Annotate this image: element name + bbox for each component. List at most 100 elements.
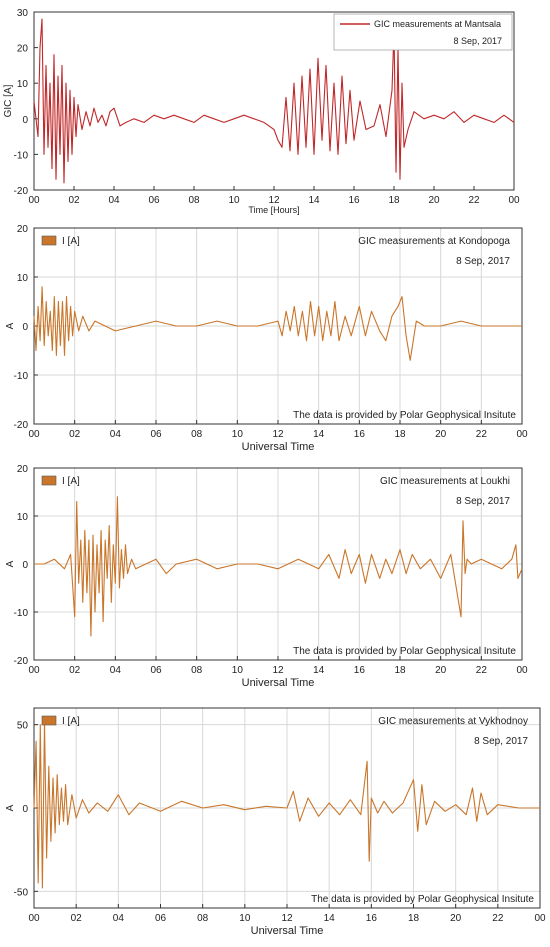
legend-swatch (41, 715, 57, 726)
x-axis-label: Universal Time (251, 925, 324, 937)
x-tick-label: 14 (313, 665, 325, 676)
legend-label: I [A] (62, 236, 80, 247)
x-tick-label: 02 (71, 913, 83, 924)
x-tick-label: 06 (150, 429, 162, 440)
chart-title: GIC measurements at Vykhodnoy (378, 716, 528, 727)
y-tick-label: -10 (14, 150, 29, 161)
y-tick-label: 0 (22, 560, 28, 571)
legend-label: GIC measurements at Mantsala (374, 19, 501, 29)
x-tick-label: 02 (69, 429, 81, 440)
x-tick-label: 04 (110, 429, 122, 440)
y-tick-label: -10 (14, 371, 29, 382)
x-tick-label: 22 (476, 665, 488, 676)
x-tick-label: 08 (191, 665, 203, 676)
series-line (33, 720, 540, 889)
chart-subtitle: 8 Sep, 2017 (474, 736, 528, 747)
x-tick-label: 00 (28, 429, 40, 440)
x-tick-label: 22 (476, 429, 488, 440)
x-tick-label: 20 (428, 195, 440, 206)
y-axis-label: A (5, 322, 16, 329)
x-tick-label: 10 (232, 429, 244, 440)
chart-title: GIC measurements at Loukhi (380, 476, 510, 487)
x-tick-label: 16 (366, 913, 378, 924)
legend: I [A] (41, 475, 80, 487)
x-tick-label: 20 (450, 913, 462, 924)
x-tick-label: 00 (516, 665, 528, 676)
x-tick-label: 14 (308, 195, 320, 206)
x-tick-label: 22 (468, 195, 480, 206)
y-tick-label: 20 (17, 224, 29, 235)
legend: I [A] (41, 715, 80, 727)
legend: GIC measurements at Mantsala 8 Sep, 2017 (333, 13, 513, 51)
data-source-note: The data is provided by Polar Geophysica… (311, 894, 534, 905)
chart-panel-loukhi: 20 10 0 -10 -20 00 02 04 06 08 10 12 14 16 18 20 22 00 Uni… (0, 460, 550, 700)
grid (33, 227, 523, 425)
x-tick-label: 00 (516, 429, 528, 440)
y-tick-label: 50 (17, 721, 29, 732)
legend-label: I [A] (62, 716, 80, 727)
y-tick-label: -10 (14, 608, 29, 619)
x-tick-label: 18 (394, 429, 406, 440)
x-axis-label: Universal Time (242, 677, 315, 689)
x-axis-label: Time [Hours] (248, 205, 299, 215)
y-tick-label: -50 (14, 887, 29, 898)
x-tick-label: 16 (354, 665, 366, 676)
legend-swatch (41, 475, 57, 486)
x-tick-label: 10 (228, 195, 240, 206)
y-tick-label: 10 (17, 79, 29, 90)
y-axis-label: GIC [A] (3, 84, 14, 117)
x-tick-label: 06 (150, 665, 162, 676)
x-tick-label: 04 (108, 195, 120, 206)
chart-subtitle: 8 Sep, 2017 (456, 496, 510, 507)
x-tick-label: 12 (272, 429, 284, 440)
chart-panel-kondopoga: 20 10 0 -10 -20 00 02 04 06 08 10 12 14 16 18 20 22 00 Uni… (0, 220, 550, 460)
legend: I [A] (41, 235, 80, 247)
data-source-note: The data is provided by Polar Geophysica… (293, 646, 516, 657)
series-line (33, 18, 515, 184)
x-tick-label: 08 (188, 195, 200, 206)
x-axis-label: Universal Time (242, 441, 315, 453)
x-tick-label: 18 (408, 913, 420, 924)
x-tick-label: 08 (197, 913, 209, 924)
data-source-note: The data is provided by Polar Geophysica… (293, 410, 516, 421)
x-tick-label: 04 (110, 665, 122, 676)
y-tick-label: 30 (17, 8, 29, 19)
x-tick-label: 02 (69, 665, 81, 676)
legend-swatch (41, 235, 57, 246)
x-tick-label: 12 (268, 195, 280, 206)
x-tick-label: 00 (28, 665, 40, 676)
x-tick-label: 10 (239, 913, 251, 924)
y-axis-label: A (5, 804, 16, 811)
legend-label: I [A] (62, 476, 80, 487)
y-tick-label: -20 (14, 420, 29, 431)
x-tick-label: 08 (191, 429, 203, 440)
y-tick-label: -20 (14, 656, 29, 667)
x-tick-label: 20 (435, 665, 447, 676)
x-tick-label: 04 (113, 913, 125, 924)
chart-title: GIC measurements at Kondopoga (358, 236, 510, 247)
y-tick-label: 0 (22, 115, 28, 126)
x-tick-label: 16 (348, 195, 360, 206)
y-tick-label: 0 (22, 804, 28, 815)
series-line (34, 496, 523, 637)
y-axis-label: A (5, 560, 16, 567)
y-tick-label: 0 (22, 322, 28, 333)
x-tick-label: 00 (508, 195, 520, 206)
chart-subtitle: 8 Sep, 2017 (453, 36, 502, 46)
y-tick-label: 10 (17, 512, 29, 523)
x-tick-label: 14 (324, 913, 336, 924)
x-tick-label: 00 (28, 195, 40, 206)
series-line (33, 286, 522, 361)
x-tick-label: 14 (313, 429, 325, 440)
x-tick-label: 02 (68, 195, 80, 206)
x-tick-label: 06 (148, 195, 160, 206)
chart-panel-vykhodnoy: 50 0 -50 00 02 04 06 08 10 12 14 16 18 20 22 00 Universa… (0, 700, 550, 947)
y-tick-label: 10 (17, 273, 29, 284)
x-tick-label: 22 (492, 913, 504, 924)
y-tick-label: -20 (14, 186, 29, 197)
x-tick-label: 12 (281, 913, 293, 924)
x-tick-label: 18 (394, 665, 406, 676)
